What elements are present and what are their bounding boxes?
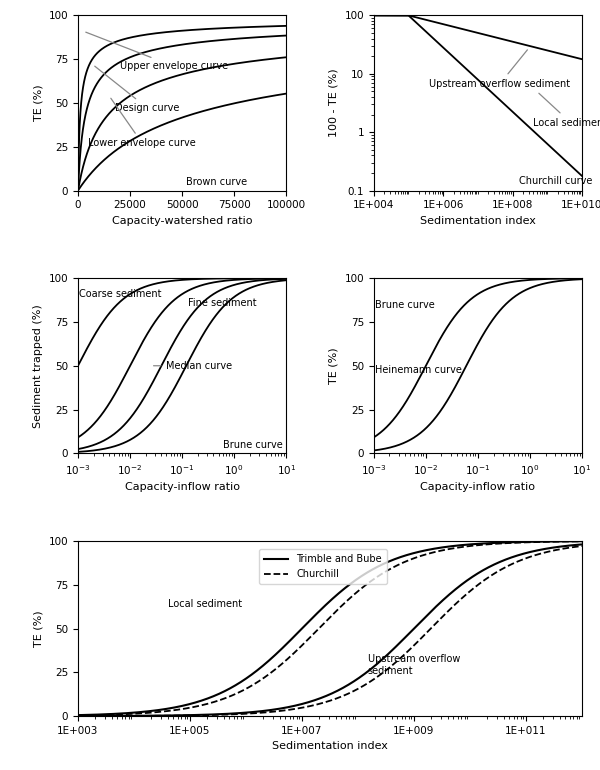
Text: Brune curve: Brune curve	[223, 440, 283, 450]
Text: Median curve: Median curve	[154, 361, 233, 370]
X-axis label: Capacity-inflow ratio: Capacity-inflow ratio	[125, 483, 239, 493]
X-axis label: Sedimentation index: Sedimentation index	[420, 216, 536, 226]
Text: Lower envelope curve: Lower envelope curve	[88, 99, 196, 149]
Y-axis label: TE (%): TE (%)	[33, 85, 43, 122]
Text: Upstream overflow sediment: Upstream overflow sediment	[430, 50, 571, 89]
Text: Fine sediment: Fine sediment	[188, 298, 257, 308]
Text: Local sediment: Local sediment	[533, 93, 600, 128]
Text: Brown curve: Brown curve	[186, 177, 247, 187]
Text: Upper envelope curve: Upper envelope curve	[86, 32, 228, 71]
Text: Coarse sediment: Coarse sediment	[79, 290, 161, 300]
Legend: Trimble and Bube, Churchill: Trimble and Bube, Churchill	[259, 549, 386, 584]
Text: Local sediment: Local sediment	[168, 600, 242, 610]
Text: Churchill curve: Churchill curve	[518, 176, 592, 186]
Y-axis label: 100 - TE (%): 100 - TE (%)	[329, 69, 339, 137]
Y-axis label: Sediment trapped (%): Sediment trapped (%)	[33, 304, 43, 427]
Text: Upstream overflow
sediment: Upstream overflow sediment	[368, 654, 460, 676]
X-axis label: Capacity-inflow ratio: Capacity-inflow ratio	[421, 483, 535, 493]
Y-axis label: TE (%): TE (%)	[329, 347, 339, 384]
X-axis label: Capacity-watershed ratio: Capacity-watershed ratio	[112, 216, 253, 226]
Text: Design curve: Design curve	[95, 66, 180, 113]
Y-axis label: TE (%): TE (%)	[33, 610, 43, 647]
X-axis label: Sedimentation index: Sedimentation index	[272, 742, 388, 752]
Text: Heinemann curve: Heinemann curve	[375, 365, 462, 375]
Text: Brune curve: Brune curve	[375, 300, 434, 310]
